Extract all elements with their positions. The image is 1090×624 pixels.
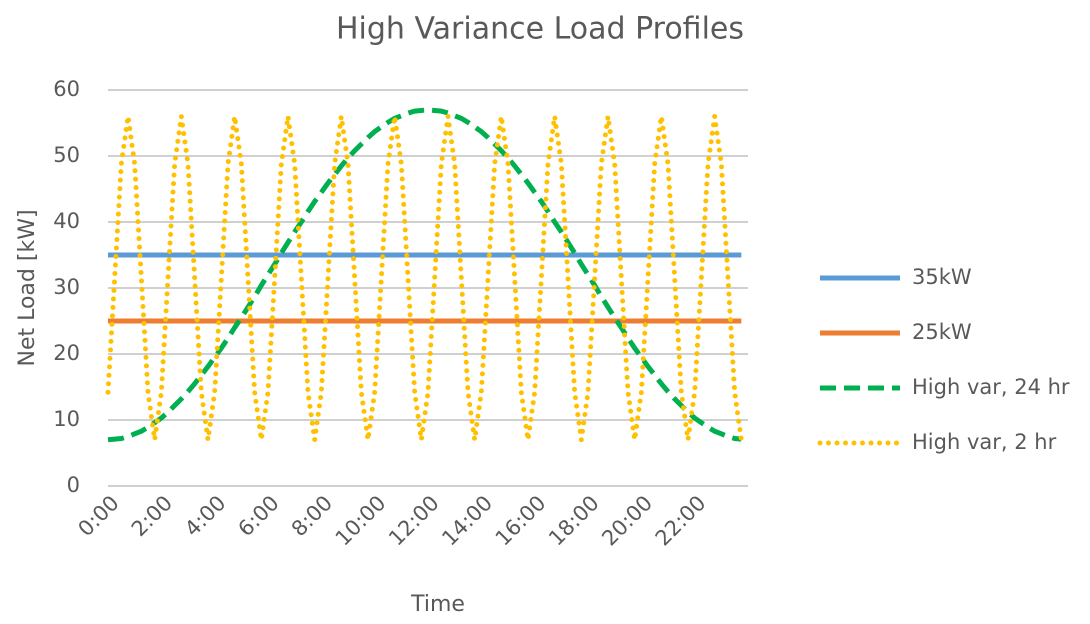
x-tick-label: 0:00 [73,491,123,541]
y-axis-title: Net Load [kW] [15,209,40,366]
x-tick-label: 10:00 [331,491,391,551]
y-tick-label: 10 [53,407,80,431]
series-line [107,107,742,443]
x-axis-title: Time [410,592,465,617]
y-tick-label: 20 [53,341,80,365]
legend-label: High var, 24 hr [912,375,1070,399]
x-tick-label: 12:00 [384,491,444,551]
y-tick-label: 50 [53,143,80,167]
x-tick-label: 14:00 [437,491,497,551]
legend-label: High var, 2 hr [912,430,1057,454]
y-tick-label: 60 [53,77,80,101]
x-tick-label: 6:00 [233,491,283,541]
x-tick-label: 22:00 [651,491,711,551]
x-tick-label: 18:00 [544,491,604,551]
x-tick-label: 16:00 [491,491,551,551]
x-tick-label: 2:00 [127,491,177,541]
series-line [105,116,744,443]
chart-title: High Variance Load Profiles [336,12,744,47]
x-tick-label: 4:00 [180,491,230,541]
y-tick-label: 0 [67,473,80,497]
y-tick-label: 40 [53,209,80,233]
legend-label: 35kW [912,265,972,289]
y-tick-label: 30 [53,275,80,299]
x-tick-label: 20:00 [597,491,657,551]
legend-label: 25kW [912,320,972,344]
